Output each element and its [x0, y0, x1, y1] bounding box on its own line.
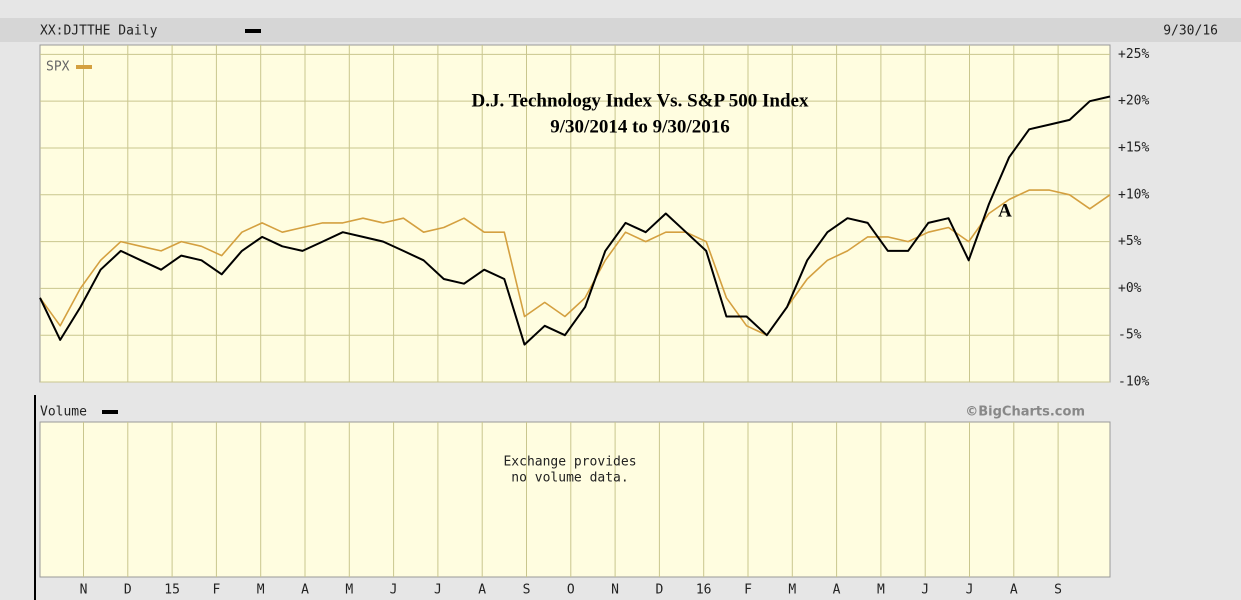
x-tick-label: M — [877, 583, 885, 598]
x-tick-label: S — [1054, 583, 1062, 598]
x-tick-label: N — [611, 583, 619, 598]
chart-subtitle: 9/30/2014 to 9/30/2016 — [550, 116, 729, 137]
y-tick-label: +10% — [1118, 187, 1149, 202]
legend-swatch — [76, 65, 92, 69]
y-tick-label: -5% — [1118, 328, 1142, 343]
y-tick-label: +25% — [1118, 47, 1149, 62]
volume-note: no volume data. — [511, 471, 628, 486]
volume-note: Exchange provides — [503, 455, 636, 470]
legend-label: SPX — [46, 60, 70, 75]
series-line — [39, 189, 1111, 336]
x-tick-label: S — [523, 583, 531, 598]
x-tick-label: J — [434, 583, 442, 598]
header-bar — [0, 18, 1241, 42]
y-tick-label: +5% — [1118, 234, 1142, 249]
x-tick-label: 16 — [696, 583, 712, 598]
x-tick-label: M — [345, 583, 353, 598]
x-tick-label: F — [744, 583, 752, 598]
volume-label: Volume — [40, 405, 87, 420]
x-tick-label: M — [257, 583, 265, 598]
y-tick-label: +20% — [1118, 94, 1149, 109]
y-tick-label: -10% — [1118, 375, 1149, 390]
x-tick-label: N — [80, 583, 88, 598]
x-tick-label: J — [966, 583, 974, 598]
chart-title: D.J. Technology Index Vs. S&P 500 Index — [472, 90, 809, 111]
x-tick-label: M — [788, 583, 796, 598]
y-tick-label: +0% — [1118, 281, 1142, 296]
annotation: A — [998, 200, 1012, 221]
x-tick-label: D — [655, 583, 663, 598]
volume-panel — [39, 421, 1111, 578]
y-tick-label: +15% — [1118, 140, 1149, 155]
series-line — [39, 95, 1111, 346]
x-tick-label: A — [301, 583, 309, 598]
volume-legend-swatch — [102, 410, 118, 414]
credit: ©BigCharts.com — [965, 405, 1085, 420]
x-tick-label: A — [478, 583, 486, 598]
x-tick-label: D — [124, 583, 132, 598]
symbol-legend-swatch — [245, 29, 261, 33]
x-tick-label: F — [212, 583, 220, 598]
x-tick-label: A — [1010, 583, 1018, 598]
date-label: 9/30/16 — [1163, 24, 1218, 39]
x-tick-label: J — [390, 583, 398, 598]
x-tick-label: J — [921, 583, 929, 598]
symbol-label: XX:DJTTHE Daily — [40, 24, 158, 39]
x-tick-label: 15 — [164, 583, 180, 598]
x-tick-label: O — [567, 583, 575, 598]
x-tick-label: A — [833, 583, 841, 598]
